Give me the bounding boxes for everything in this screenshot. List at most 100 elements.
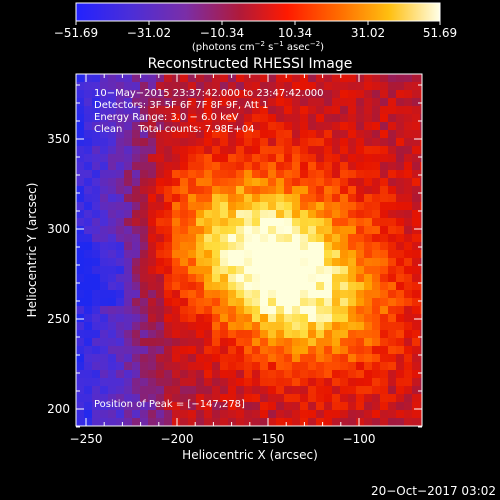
image-pixel (404, 338, 412, 346)
image-pixel (100, 218, 108, 226)
image-pixel (84, 106, 92, 114)
image-pixel (188, 210, 196, 218)
image-pixel (204, 258, 212, 266)
image-pixel (220, 162, 228, 170)
image-pixel (396, 106, 404, 114)
image-pixel (380, 306, 388, 314)
image-pixel (172, 378, 180, 386)
image-pixel (116, 114, 124, 122)
image-pixel (92, 106, 100, 114)
image-pixel (180, 314, 188, 322)
image-pixel (116, 202, 124, 210)
image-pixel (372, 290, 380, 298)
image-pixel (316, 362, 324, 370)
image-pixel (284, 298, 292, 306)
image-pixel (212, 218, 220, 226)
image-pixel (84, 242, 92, 250)
image-pixel (172, 322, 180, 330)
image-pixel (228, 106, 236, 114)
image-pixel (300, 306, 308, 314)
image-pixel (412, 138, 420, 146)
image-pixel (364, 402, 372, 410)
image-pixel (412, 306, 420, 314)
image-pixel (292, 114, 300, 122)
image-pixel (100, 258, 108, 266)
image-pixel (396, 98, 404, 106)
image-pixel (116, 322, 124, 330)
image-pixel (124, 266, 132, 274)
image-pixel (372, 234, 380, 242)
image-pixel (300, 282, 308, 290)
image-pixel (228, 130, 236, 138)
image-pixel (324, 354, 332, 362)
image-pixel (244, 378, 252, 386)
image-pixel (220, 330, 228, 338)
image-pixel (348, 338, 356, 346)
image-pixel (220, 194, 228, 202)
image-pixel (140, 418, 148, 426)
image-pixel (308, 258, 316, 266)
image-pixel (292, 122, 300, 130)
image-pixel (324, 170, 332, 178)
image-pixel (244, 298, 252, 306)
image-pixel (316, 314, 324, 322)
image-pixel (292, 154, 300, 162)
image-pixel (92, 330, 100, 338)
image-pixel (204, 186, 212, 194)
image-pixel (268, 210, 276, 218)
image-pixel (172, 250, 180, 258)
image-pixel (284, 386, 292, 394)
image-pixel (292, 218, 300, 226)
image-pixel (412, 194, 420, 202)
image-pixel (244, 106, 252, 114)
image-pixel (116, 122, 124, 130)
image-pixel (260, 82, 268, 90)
image-pixel (204, 282, 212, 290)
image-pixel (156, 106, 164, 114)
image-pixel (236, 82, 244, 90)
image-pixel (404, 178, 412, 186)
image-pixel (260, 170, 268, 178)
image-pixel (108, 394, 116, 402)
image-pixel (140, 274, 148, 282)
image-pixel (156, 202, 164, 210)
y-tick-label: 200 (47, 402, 70, 416)
image-pixel (268, 90, 276, 98)
image-pixel (332, 186, 340, 194)
image-pixel (156, 130, 164, 138)
image-pixel (220, 362, 228, 370)
image-pixel (116, 266, 124, 274)
image-pixel (284, 322, 292, 330)
image-pixel (300, 274, 308, 282)
image-pixel (188, 258, 196, 266)
image-pixel (244, 146, 252, 154)
image-pixel (172, 154, 180, 162)
image-pixel (156, 306, 164, 314)
image-pixel (284, 146, 292, 154)
image-pixel (220, 146, 228, 154)
image-pixel (204, 306, 212, 314)
image-pixel (212, 410, 220, 418)
image-pixel (348, 82, 356, 90)
image-pixel (372, 218, 380, 226)
image-pixel (140, 210, 148, 218)
image-pixel (164, 194, 172, 202)
image-pixel (268, 314, 276, 322)
image-pixel (308, 362, 316, 370)
image-pixel (244, 234, 252, 242)
image-pixel (196, 82, 204, 90)
image-pixel (316, 210, 324, 218)
image-pixel (292, 130, 300, 138)
image-pixel (300, 242, 308, 250)
image-pixel (140, 266, 148, 274)
image-pixel (412, 218, 420, 226)
image-pixel (372, 418, 380, 426)
image-pixel (196, 114, 204, 122)
image-pixel (332, 354, 340, 362)
image-pixel (292, 146, 300, 154)
image-pixel (188, 362, 196, 370)
image-pixel (348, 290, 356, 298)
image-pixel (140, 234, 148, 242)
image-pixel (236, 218, 244, 226)
image-pixel (404, 418, 412, 426)
